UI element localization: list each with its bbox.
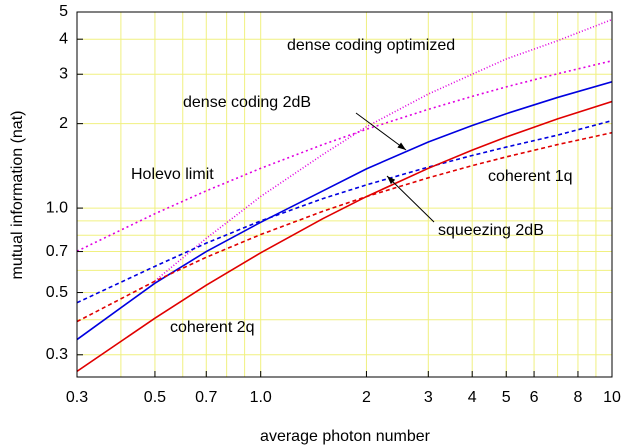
plot-frame bbox=[76, 11, 613, 378]
y-tick-label: 4 bbox=[59, 30, 68, 47]
series-label: coherent 1q bbox=[488, 168, 573, 185]
series-label: dense coding 2dB bbox=[183, 94, 311, 111]
x-tick-label: 3 bbox=[424, 389, 433, 406]
y-tick-label: 0.5 bbox=[46, 284, 68, 301]
series-label: dense coding optimized bbox=[287, 37, 455, 54]
series-label: Holevo limit bbox=[131, 166, 214, 183]
series-label: coherent 2q bbox=[170, 319, 255, 336]
x-axis-title: average photon number bbox=[260, 428, 431, 445]
series-line bbox=[77, 119, 612, 304]
y-tick-label: 3 bbox=[59, 65, 68, 82]
x-tick-label: 1.0 bbox=[250, 389, 272, 406]
y-tick-label: 0.7 bbox=[46, 243, 68, 260]
x-tick-label: 0.7 bbox=[195, 389, 217, 406]
x-tick-label: 0.5 bbox=[144, 389, 166, 406]
x-tick-label: 10 bbox=[603, 389, 621, 406]
y-tick-label: 0.3 bbox=[46, 346, 68, 363]
arrow-head bbox=[387, 176, 396, 185]
y-axis-title: mutual information (nat) bbox=[9, 111, 26, 280]
series-line bbox=[154, 18, 612, 282]
arrow-head bbox=[397, 142, 406, 150]
x-tick-label: 8 bbox=[574, 389, 583, 406]
y-tick-label: 1.0 bbox=[46, 199, 68, 216]
x-tick-label: 4 bbox=[468, 389, 477, 406]
x-tick-label: 5 bbox=[502, 389, 511, 406]
series-line bbox=[77, 81, 612, 341]
arrow-line bbox=[386, 175, 435, 223]
y-tick-label: 5 bbox=[59, 3, 68, 20]
series-label: squeezing 2dB bbox=[438, 222, 544, 239]
y-tick-label: 2 bbox=[59, 115, 68, 132]
x-tick-label: 2 bbox=[362, 389, 371, 406]
x-tick-label: 6 bbox=[530, 389, 539, 406]
x-tick-label: 0.3 bbox=[66, 389, 88, 406]
series-line bbox=[77, 100, 612, 372]
arrow-line bbox=[355, 112, 407, 151]
